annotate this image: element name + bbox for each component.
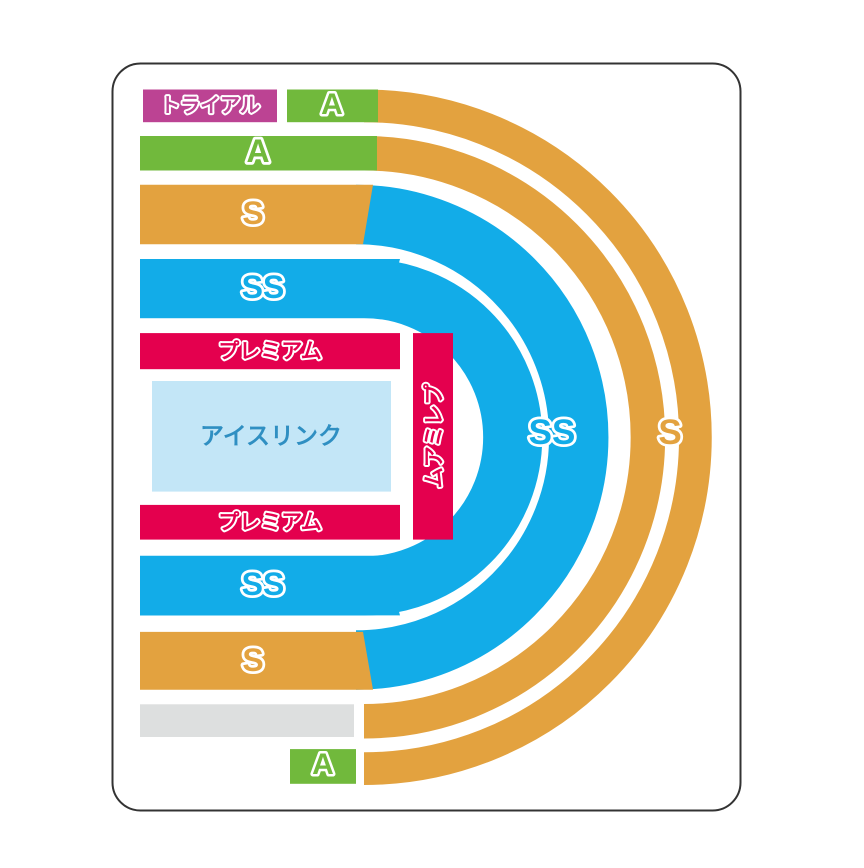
svg-text:SS: SS <box>242 566 285 602</box>
svg-text:SS: SS <box>529 413 576 452</box>
svg-text:トライアル: トライアル <box>160 95 260 117</box>
svg-text:S: S <box>242 195 263 231</box>
svg-text:S: S <box>658 413 681 452</box>
svg-text:S: S <box>242 642 263 678</box>
svg-text:ムアミレプ: ムアミレプ <box>423 383 446 489</box>
svg-text:A: A <box>246 133 269 169</box>
svg-text:A: A <box>312 748 334 781</box>
svg-text:SS: SS <box>242 269 285 305</box>
svg-text:プレミアム: プレミアム <box>218 340 322 363</box>
svg-text:アイスリンク: アイスリンク <box>200 423 342 450</box>
svg-text:A: A <box>321 88 343 121</box>
svg-text:プレミアム: プレミアム <box>218 511 322 534</box>
